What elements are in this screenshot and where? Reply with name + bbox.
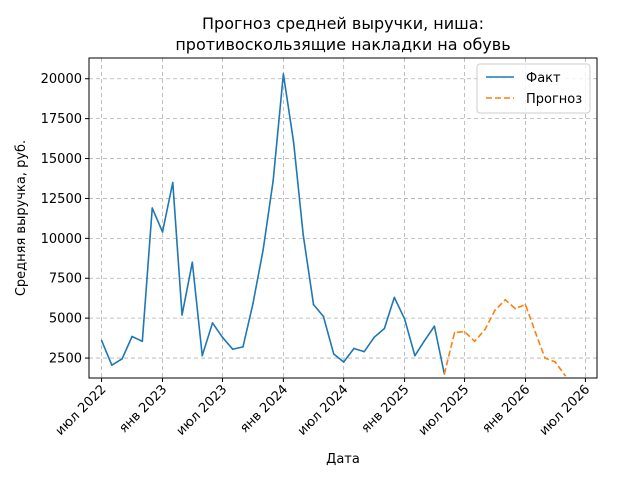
data-point bbox=[524, 303, 527, 306]
data-point bbox=[484, 328, 486, 331]
data-point bbox=[564, 374, 567, 377]
data-point bbox=[383, 327, 386, 330]
data-point bbox=[453, 331, 456, 334]
data-point bbox=[312, 303, 315, 306]
data-point bbox=[544, 357, 546, 359]
data-point bbox=[252, 302, 254, 305]
data-point bbox=[121, 358, 123, 360]
legend-label-forecast: Прогноз bbox=[526, 92, 582, 107]
data-point bbox=[414, 354, 416, 357]
data-point bbox=[231, 348, 234, 351]
data-point bbox=[554, 361, 557, 363]
y-axis: 2500 5000 7500 10000 12500 15000 17500 20000 bbox=[41, 72, 89, 367]
data-point bbox=[504, 298, 507, 301]
series-fact bbox=[100, 73, 446, 375]
data-point bbox=[463, 330, 466, 333]
y-tick-label: 17500 bbox=[41, 112, 82, 127]
data-point bbox=[282, 73, 285, 75]
data-point bbox=[151, 207, 154, 209]
legend-label-fact: Факт bbox=[526, 71, 561, 86]
data-point bbox=[353, 347, 355, 350]
grid bbox=[89, 58, 597, 378]
data-point bbox=[433, 325, 436, 327]
data-point bbox=[393, 296, 396, 299]
chart-title-line-2: противоскользящие накладки на обувь bbox=[175, 35, 510, 54]
y-tick-label: 20000 bbox=[41, 72, 82, 87]
data-point bbox=[534, 332, 537, 335]
y-tick-label: 10000 bbox=[41, 232, 82, 247]
data-point bbox=[514, 307, 517, 310]
data-point bbox=[363, 350, 365, 353]
data-point bbox=[443, 373, 446, 375]
data-point bbox=[201, 354, 204, 357]
data-point bbox=[242, 346, 244, 348]
data-point bbox=[423, 340, 425, 343]
data-point bbox=[494, 309, 496, 311]
chart-title-line-1: Прогноз средней выручки, ниша: bbox=[202, 14, 484, 33]
series-layer bbox=[100, 73, 567, 377]
data-point bbox=[262, 248, 264, 251]
y-axis-label: Средняя выручка, руб. bbox=[14, 140, 29, 296]
data-point bbox=[272, 180, 274, 182]
legend: Факт Прогноз bbox=[476, 63, 591, 114]
data-point bbox=[373, 336, 375, 339]
data-point bbox=[474, 340, 476, 343]
y-tick-label: 5000 bbox=[49, 312, 82, 327]
y-tick-label: 7500 bbox=[49, 272, 82, 287]
data-point bbox=[332, 353, 335, 355]
data-point bbox=[211, 322, 214, 324]
data-point bbox=[292, 141, 295, 144]
plot-frame bbox=[88, 57, 598, 379]
data-point bbox=[141, 340, 144, 343]
data-point bbox=[221, 336, 224, 339]
y-tick-label: 15000 bbox=[41, 152, 82, 167]
data-point bbox=[181, 314, 183, 316]
data-point bbox=[322, 315, 325, 318]
data-point bbox=[111, 364, 113, 367]
data-point bbox=[342, 361, 345, 363]
data-point bbox=[161, 231, 164, 233]
y-tick-label: 12500 bbox=[41, 192, 82, 207]
data-point bbox=[171, 181, 174, 184]
x-axis-label: Дата bbox=[326, 452, 360, 467]
data-point bbox=[302, 234, 305, 236]
data-point bbox=[191, 261, 194, 264]
data-point bbox=[403, 318, 406, 320]
series-forecast bbox=[443, 298, 567, 377]
data-point bbox=[131, 335, 133, 338]
data-point bbox=[100, 339, 103, 342]
y-tick-label: 2500 bbox=[49, 352, 82, 367]
